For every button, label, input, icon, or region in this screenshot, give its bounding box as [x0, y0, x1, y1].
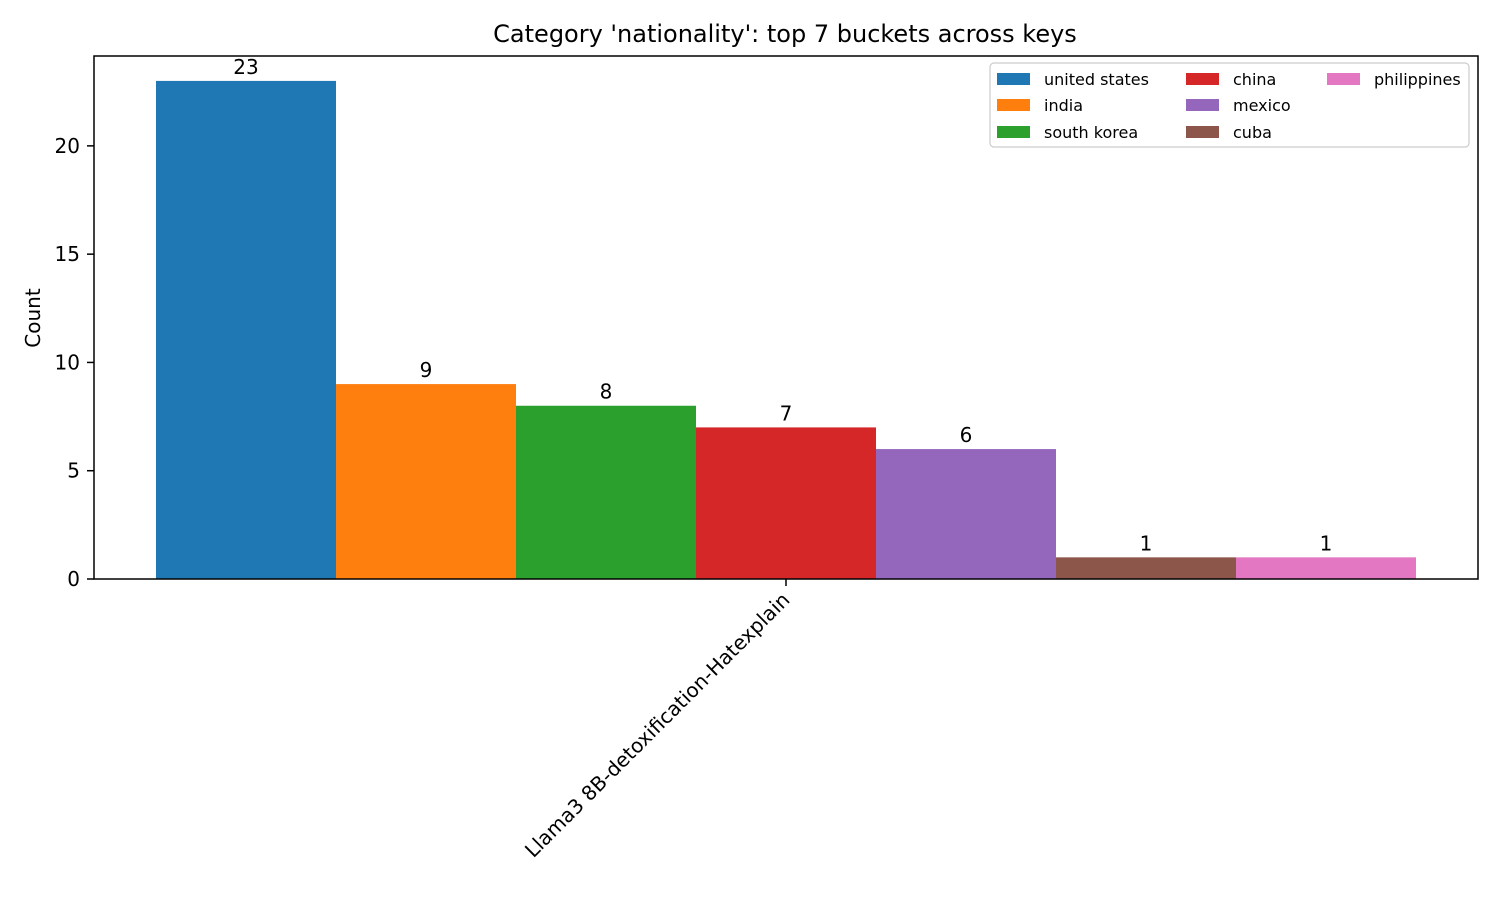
legend-label: india — [1044, 96, 1083, 115]
legend-label: mexico — [1233, 96, 1291, 115]
bar-value-label: 1 — [1320, 531, 1333, 555]
legend-swatch-mexico — [1186, 99, 1219, 111]
bar-value-label: 6 — [960, 423, 973, 447]
y-tick-label: 20 — [55, 134, 80, 158]
legend-label: south korea — [1044, 123, 1138, 142]
legend-label: cuba — [1233, 123, 1272, 142]
y-tick-label: 0 — [67, 567, 80, 591]
bar-value-label: 9 — [420, 358, 433, 382]
bar-china — [696, 427, 876, 579]
bar-value-label: 23 — [233, 55, 258, 79]
legend: united states india south korea china mexico… — [989, 62, 1470, 148]
y-tick-label: 10 — [55, 350, 80, 374]
y-axis-label: Count — [21, 288, 45, 348]
chart-title: Category 'nationality': top 7 buckets ac… — [493, 20, 1077, 48]
bar-philippines — [1236, 557, 1416, 579]
bar-united-states — [156, 80, 336, 580]
legend-swatch-cuba — [1186, 126, 1219, 138]
y-tick-label: 15 — [55, 242, 80, 266]
bar-india — [336, 384, 516, 579]
legend-label: united states — [1044, 70, 1149, 89]
legend-label: philippines — [1374, 70, 1461, 89]
legend-swatch-china — [1186, 73, 1219, 85]
bar-value-label: 1 — [1140, 531, 1153, 555]
bar-value-label: 8 — [600, 380, 613, 404]
legend-label: china — [1233, 70, 1276, 89]
legend-swatch-philippines — [1327, 73, 1360, 85]
legend-swatch-india — [997, 99, 1030, 111]
legend-swatch-south-korea — [997, 126, 1030, 138]
bar-south-korea — [516, 405, 696, 579]
y-tick-label: 5 — [67, 459, 80, 483]
legend-swatch-united-states — [997, 73, 1030, 85]
bar-value-label: 7 — [780, 401, 793, 425]
bar-cuba — [1056, 557, 1236, 579]
bar-mexico — [876, 449, 1056, 579]
